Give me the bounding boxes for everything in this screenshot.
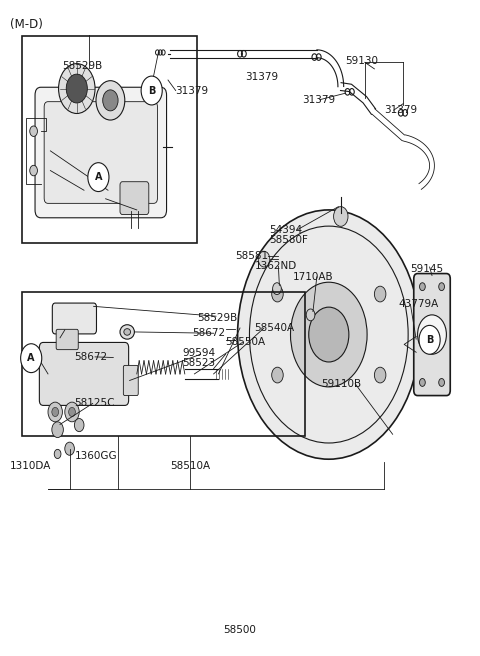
Text: 1360GG: 1360GG [74,451,117,461]
Ellipse shape [98,350,113,365]
Circle shape [238,210,420,459]
Text: 1310DA: 1310DA [10,461,51,472]
Text: B: B [426,335,433,345]
Text: 54394: 54394 [269,224,302,235]
Text: 58550A: 58550A [226,337,266,348]
Circle shape [141,76,162,105]
Text: 59110B: 59110B [322,379,362,389]
Circle shape [334,207,348,226]
FancyBboxPatch shape [56,329,78,350]
Circle shape [439,379,444,386]
Circle shape [439,283,444,291]
Ellipse shape [120,325,134,339]
FancyBboxPatch shape [52,303,96,334]
Circle shape [290,282,367,387]
Text: 58510A: 58510A [170,461,211,472]
Circle shape [65,402,79,422]
Circle shape [419,325,440,354]
Text: 99594: 99594 [182,348,216,358]
Text: 59145: 59145 [410,264,444,274]
Circle shape [273,283,281,295]
Circle shape [258,251,270,267]
Circle shape [30,126,37,136]
Circle shape [374,367,386,383]
Circle shape [65,442,74,455]
Circle shape [48,402,62,422]
Circle shape [69,407,75,417]
Text: 58529B: 58529B [62,60,103,71]
Text: 59130: 59130 [346,56,379,66]
Bar [22,292,305,436]
Circle shape [21,344,42,373]
Circle shape [418,315,446,354]
Text: A: A [95,172,102,182]
Text: (M-D): (M-D) [10,18,42,31]
FancyBboxPatch shape [35,87,167,218]
Circle shape [54,449,61,459]
FancyBboxPatch shape [39,342,129,405]
Text: 58125C: 58125C [74,398,115,409]
Circle shape [30,165,37,176]
Text: A: A [27,353,35,363]
Circle shape [420,379,425,386]
Circle shape [52,407,59,417]
FancyBboxPatch shape [120,182,149,215]
Text: 58540A: 58540A [254,323,295,333]
FancyBboxPatch shape [44,102,157,203]
Text: 43779A: 43779A [398,299,439,310]
Text: 31379: 31379 [302,94,336,105]
Ellipse shape [124,329,131,335]
Text: 58672: 58672 [192,328,225,338]
Circle shape [272,286,283,302]
Text: 1710AB: 1710AB [293,272,334,282]
Text: 58523: 58523 [182,358,216,368]
Circle shape [272,367,283,383]
Circle shape [74,419,84,432]
Circle shape [374,286,386,302]
Text: B: B [148,85,156,96]
Circle shape [420,283,425,291]
Circle shape [88,163,109,192]
Circle shape [103,90,118,111]
Text: 31379: 31379 [175,85,208,96]
Bar [22,36,197,243]
Text: 58529B: 58529B [197,313,237,323]
FancyBboxPatch shape [123,365,138,396]
Circle shape [52,422,63,438]
Text: 58672: 58672 [74,352,108,362]
Ellipse shape [102,354,109,361]
Circle shape [306,309,315,321]
Circle shape [59,64,95,113]
FancyBboxPatch shape [414,274,450,396]
Text: 31379: 31379 [384,105,417,115]
Text: 1362ND: 1362ND [254,261,297,272]
Text: 58580F: 58580F [269,235,308,245]
Text: 31379: 31379 [245,72,278,83]
Text: 58581: 58581 [235,251,268,261]
Circle shape [66,74,87,103]
Circle shape [96,81,125,120]
Circle shape [309,307,349,362]
Text: 58500: 58500 [224,625,256,635]
